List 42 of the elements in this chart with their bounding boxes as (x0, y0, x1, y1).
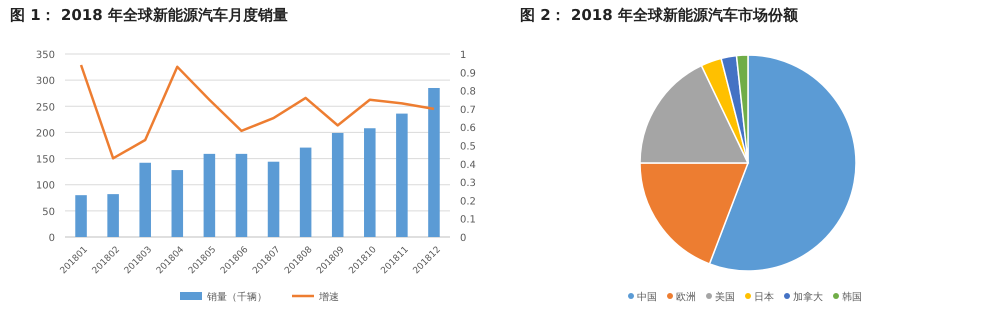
legend-label: 中国 (637, 291, 657, 303)
y2-tick-label: 0.2 (460, 196, 476, 208)
y2-tick-label: 0.5 (460, 142, 476, 152)
legend-label: 加拿大 (793, 291, 823, 303)
y-tick-label: 350 (36, 50, 55, 61)
y-tick-label: 250 (36, 102, 55, 114)
y-tick-label: 200 (36, 128, 55, 140)
bar (139, 162, 151, 237)
line-series (80, 64, 436, 160)
y2-tick-label: 0.9 (460, 68, 476, 80)
y-tick-label: 300 (36, 76, 55, 88)
bar (75, 195, 87, 237)
bar (300, 148, 312, 237)
bar (172, 170, 184, 237)
y2-tick-label: 0.4 (460, 160, 476, 171)
y2-tick-label: 0.6 (460, 123, 476, 134)
y-tick-label: 150 (36, 154, 55, 166)
bar (396, 114, 408, 237)
legend-label: 韩国 (842, 291, 862, 303)
bar (428, 88, 440, 237)
bar (204, 154, 216, 237)
legend-label: 增速 (318, 291, 339, 303)
chart-title: 图 1： 2018 年全球新能源汽车月度销量 (10, 6, 288, 24)
y2-tick-label: 0.3 (460, 178, 476, 190)
y2-tick-label: 0 (460, 233, 466, 244)
chart-title: 图 2： 2018 年全球新能源汽车市场份额 (520, 6, 799, 24)
y2-tick-label: 0.8 (460, 86, 476, 98)
y2-tick-label: 1 (460, 50, 466, 61)
bar (236, 154, 248, 237)
legend-label: 日本 (754, 291, 774, 303)
y2-tick-label: 0.1 (460, 214, 476, 226)
bar (107, 194, 119, 237)
bar (364, 128, 376, 237)
bar (332, 132, 344, 237)
legend-label: 欧洲 (676, 291, 696, 303)
bar (268, 162, 280, 237)
y-tick-label: 100 (36, 180, 55, 192)
y-tick-label: 0 (48, 233, 55, 244)
y2-tick-label: 0.7 (460, 104, 476, 116)
legend-label: 销量（千辆） (206, 291, 267, 303)
y-tick-label: 50 (42, 206, 55, 218)
legend-label: 美国 (715, 291, 735, 303)
